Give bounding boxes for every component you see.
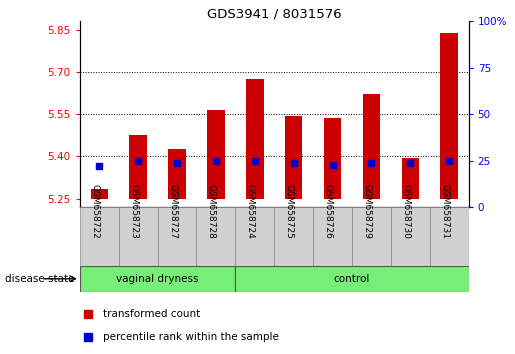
Text: GSM658726: GSM658726 bbox=[323, 184, 333, 239]
Bar bbox=[129, 135, 147, 199]
Bar bbox=[285, 115, 302, 199]
Text: control: control bbox=[334, 274, 370, 284]
Bar bbox=[402, 158, 419, 199]
Bar bbox=[168, 149, 186, 199]
Text: GSM658729: GSM658729 bbox=[363, 184, 371, 239]
Bar bbox=[363, 95, 380, 199]
Text: GSM658730: GSM658730 bbox=[401, 184, 410, 239]
Bar bbox=[313, 207, 352, 266]
Bar bbox=[324, 118, 341, 199]
Text: GSM658727: GSM658727 bbox=[168, 184, 177, 239]
Bar bbox=[80, 207, 119, 266]
Bar bbox=[430, 207, 469, 266]
Bar bbox=[118, 207, 158, 266]
Bar bbox=[80, 266, 235, 292]
Bar bbox=[197, 207, 235, 266]
Text: transformed count: transformed count bbox=[103, 309, 200, 319]
Bar bbox=[274, 207, 313, 266]
Bar bbox=[91, 189, 108, 199]
Bar bbox=[352, 207, 391, 266]
Bar bbox=[235, 266, 469, 292]
Bar bbox=[158, 207, 197, 266]
Bar bbox=[391, 207, 430, 266]
Text: GSM658723: GSM658723 bbox=[129, 184, 138, 239]
Text: GSM658725: GSM658725 bbox=[285, 184, 294, 239]
Text: disease state: disease state bbox=[5, 274, 75, 284]
Text: vaginal dryness: vaginal dryness bbox=[116, 274, 199, 284]
Bar bbox=[246, 79, 264, 199]
Text: GSM658728: GSM658728 bbox=[207, 184, 216, 239]
Bar bbox=[207, 110, 225, 199]
Bar bbox=[440, 33, 458, 199]
Title: GDS3941 / 8031576: GDS3941 / 8031576 bbox=[207, 7, 341, 20]
Text: GSM658731: GSM658731 bbox=[440, 184, 449, 239]
Text: GSM658722: GSM658722 bbox=[90, 184, 99, 239]
Text: percentile rank within the sample: percentile rank within the sample bbox=[103, 332, 279, 342]
Bar bbox=[235, 207, 274, 266]
Text: GSM658724: GSM658724 bbox=[246, 184, 255, 239]
